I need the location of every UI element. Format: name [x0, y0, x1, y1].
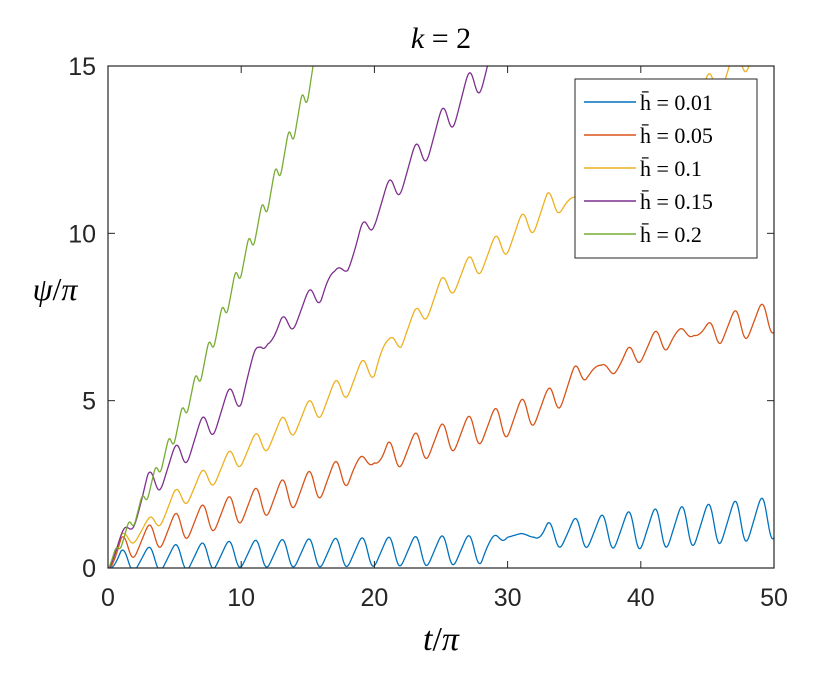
y-tick-label: 5: [82, 388, 96, 416]
legend: h̄ = 0.01 h̄ = 0.05 h̄ = 0.1 h̄ = 0.15 h̄ = …: [574, 78, 758, 259]
legend-label: h̄ = 0.2: [640, 222, 702, 247]
x-tick-label: 40: [627, 584, 655, 612]
legend-label: h̄ = 0.01: [640, 90, 713, 115]
x-tick-label: 30: [494, 584, 522, 612]
series-line-4: [108, 66, 489, 568]
y-axis-label: ψ/π: [33, 271, 79, 307]
axes-box: [107, 65, 775, 569]
chart-title: k = 2: [411, 22, 471, 55]
y-tick-label: 15: [68, 53, 96, 81]
tick-layer: 0 10 20 30 40 50 0 5 10 15: [68, 53, 788, 612]
x-tick-label: 0: [101, 584, 115, 612]
legend-label: h̄ = 0.05: [640, 123, 713, 148]
legend-label: h̄ = 0.15: [640, 189, 713, 214]
y-tick-label: 0: [82, 555, 96, 583]
x-tick-label: 10: [227, 584, 255, 612]
x-tick-label: 50: [760, 584, 788, 612]
series-line-2: [108, 303, 774, 568]
series-line-1: [108, 497, 774, 568]
x-tick-label: 20: [360, 584, 388, 612]
y-tick-label: 10: [68, 220, 96, 248]
series-line-5: [108, 66, 314, 568]
legend-label: h̄ = 0.1: [640, 156, 702, 181]
x-axis-label: t/π: [423, 621, 460, 658]
